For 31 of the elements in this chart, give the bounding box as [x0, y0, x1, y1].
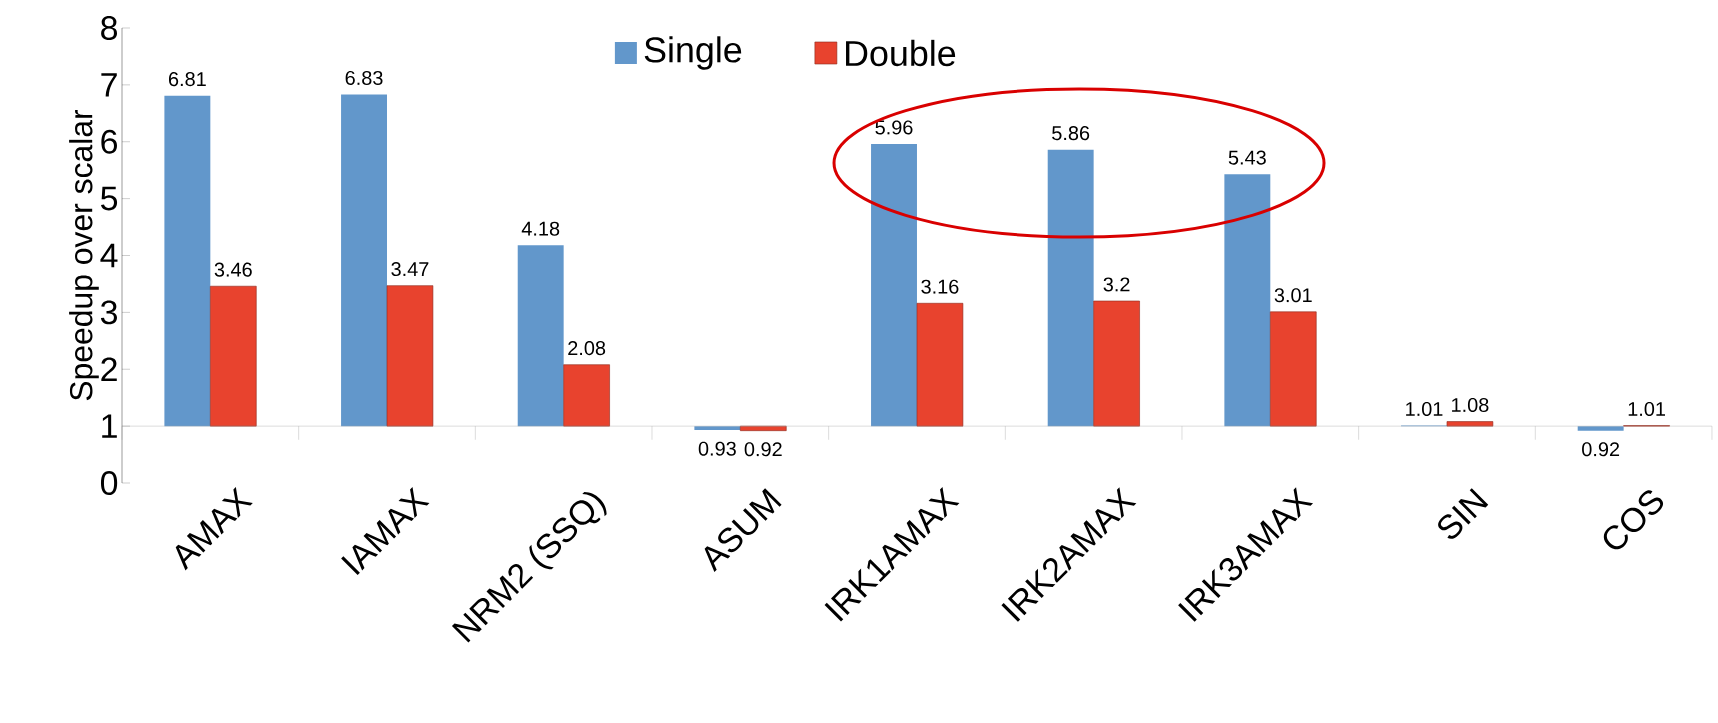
data-label: 5.86 — [1052, 126, 1090, 141]
data-label: 5.43 — [1228, 150, 1266, 165]
data-label: 0.93 — [698, 441, 736, 456]
data-label: 3.01 — [1274, 288, 1312, 303]
y-tick-label: 2 — [101, 357, 117, 382]
data-label: 3.46 — [214, 262, 252, 277]
data-label: 3.2 — [1103, 277, 1130, 292]
y-axis-title: Speedup over scalar — [69, 109, 99, 401]
x-tick-label: SIN — [1438, 488, 1489, 539]
data-label: 3.47 — [391, 262, 429, 277]
legend-label: Double — [846, 39, 956, 67]
data-label: 6.83 — [345, 70, 383, 86]
y-tick-label: 6 — [101, 129, 117, 154]
data-label: 0.92 — [1582, 442, 1620, 457]
data-label: 1.01 — [1406, 401, 1443, 417]
y-tick-label: 5 — [101, 186, 118, 211]
y-tick-label: 4 — [100, 243, 118, 268]
y-tick-label: 7 — [101, 73, 117, 97]
data-label: 6.81 — [168, 72, 206, 87]
data-label: 2.08 — [568, 341, 606, 356]
y-tick-label: 3 — [100, 300, 117, 325]
y-tick-label: 0 — [100, 471, 118, 495]
y-tick-label: 1 — [102, 414, 117, 438]
data-label: 1.01 — [1628, 401, 1666, 417]
data-label: 1.08 — [1452, 397, 1489, 413]
data-label: 4.18 — [521, 221, 560, 236]
data-label: 3.16 — [921, 279, 959, 294]
y-tick-label: 8 — [101, 16, 118, 40]
data-label: 0.92 — [744, 442, 782, 457]
data-label: 5.96 — [875, 120, 913, 135]
legend-label: Single — [644, 36, 742, 70]
